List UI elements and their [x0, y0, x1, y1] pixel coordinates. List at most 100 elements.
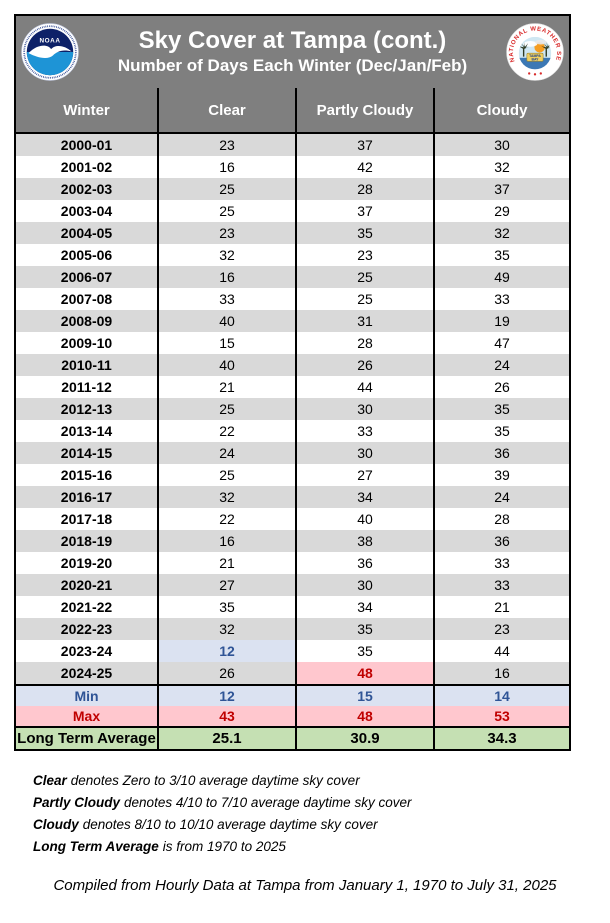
table-body: 2000-01 23 37 30 2001-02 16 42 32 2002-03 25 28 37 2…	[16, 134, 569, 684]
value-cell: 23	[157, 222, 295, 244]
value-cell: 30	[295, 398, 433, 420]
winter-cell: 2002-03	[60, 181, 113, 197]
winter-cell: 2013-14	[60, 423, 113, 439]
page-subtitle: Number of Days Each Winter (Dec/Jan/Feb)	[117, 56, 468, 76]
summary-row-min: Min 12 15 14	[16, 684, 569, 706]
summary-value: 14	[433, 686, 569, 706]
svg-text:TAMPA: TAMPA	[529, 54, 541, 58]
winter-cell: 2024-25	[60, 665, 113, 681]
table-row: 2022-23 32 35 23	[16, 618, 569, 640]
column-header-cloudy: Cloudy	[433, 88, 569, 132]
nws-tampa-bay-logo-icon: NATIONAL WEATHER SERVICE TAMPA BA	[506, 23, 564, 81]
value-cell: 30	[433, 134, 569, 156]
sky-cover-table: NOAA Sky Cover at Tampa (cont.) Number o…	[14, 14, 571, 751]
value-cell: 21	[157, 552, 295, 574]
value-cell: 32	[157, 618, 295, 640]
value-cell: 28	[433, 508, 569, 530]
summary-value: 25.1	[157, 728, 295, 749]
winter-cell: 2003-04	[60, 203, 113, 219]
value-cell: 37	[433, 178, 569, 200]
value-cell: 25	[157, 464, 295, 486]
value-cell: 31	[295, 310, 433, 332]
value-cell: 27	[295, 464, 433, 486]
value-cell: 30	[295, 574, 433, 596]
value-cell: 35	[295, 222, 433, 244]
value-cell: 22	[157, 508, 295, 530]
footnote-term: Long Term Average	[33, 839, 159, 854]
table-row: 2007-08 33 25 33	[16, 288, 569, 310]
title-block: Sky Cover at Tampa (cont.) Number of Day…	[79, 26, 506, 76]
value-cell: 37	[295, 134, 433, 156]
table-row: 2001-02 16 42 32	[16, 156, 569, 178]
winter-cell: 2005-06	[60, 247, 113, 263]
value-cell: 24	[433, 354, 569, 376]
value-cell: 36	[433, 442, 569, 464]
value-cell: 28	[295, 332, 433, 354]
table-row: 2008-09 40 31 19	[16, 310, 569, 332]
table-row: 2017-18 22 40 28	[16, 508, 569, 530]
summary-rows: Min 12 15 14 Max 43 48 53 Long Term Average 25.1 3…	[16, 684, 569, 749]
value-cell: 34	[295, 596, 433, 618]
value-cell: 32	[157, 486, 295, 508]
table-row: 2020-21 27 30 33	[16, 574, 569, 596]
footnote-text: denotes 8/10 to 10/10 average daytime sk…	[82, 817, 378, 832]
table-row: 2021-22 35 34 21	[16, 596, 569, 618]
winter-cell: 2008-09	[60, 313, 113, 329]
winter-cell: 2001-02	[60, 159, 113, 175]
footnote-term: Partly Cloudy	[33, 795, 121, 810]
table-row: 2024-25 26 48 16	[16, 662, 569, 684]
value-cell: 40	[157, 310, 295, 332]
value-cell: 24	[433, 486, 569, 508]
value-cell: 36	[295, 552, 433, 574]
value-cell: 27	[157, 574, 295, 596]
value-cell: 35	[295, 618, 433, 640]
footnote-line: Clear denotes Zero to 3/10 average daytim…	[33, 770, 411, 792]
winter-cell: 2004-05	[60, 225, 113, 241]
table-row: 2012-13 25 30 35	[16, 398, 569, 420]
footnote-text: denotes 4/10 to 7/10 average daytime sky…	[124, 795, 412, 810]
column-header-winter: Winter	[63, 101, 110, 119]
winter-cell: 2022-23	[60, 621, 113, 637]
winter-cell: 2007-08	[60, 291, 113, 307]
value-cell: 26	[157, 662, 295, 684]
winter-cell: 2010-11	[61, 357, 112, 373]
value-cell: 36	[433, 530, 569, 552]
value-cell: 23	[433, 618, 569, 640]
value-cell: 33	[157, 288, 295, 310]
value-cell: 37	[295, 200, 433, 222]
summary-value: 53	[433, 706, 569, 726]
value-cell: 44	[295, 376, 433, 398]
footnote-term: Cloudy	[33, 817, 79, 832]
value-cell: 33	[433, 288, 569, 310]
footnotes: Clear denotes Zero to 3/10 average daytim…	[33, 770, 411, 858]
winter-cell: 2014-15	[60, 445, 113, 461]
value-cell: 34	[295, 486, 433, 508]
winter-cell: 2023-24	[60, 643, 113, 659]
value-cell: 39	[433, 464, 569, 486]
table-row: 2016-17 32 34 24	[16, 486, 569, 508]
value-cell: 33	[433, 552, 569, 574]
value-cell: 48	[295, 662, 433, 684]
value-cell: 25	[157, 200, 295, 222]
value-cell: 44	[433, 640, 569, 662]
winter-cell: 2015-16	[60, 467, 113, 483]
summary-value: 43	[157, 706, 295, 726]
summary-row-avg: Long Term Average 25.1 30.9 34.3	[16, 726, 569, 749]
compiled-note: Compiled from Hourly Data at Tampa from …	[53, 877, 557, 894]
winter-cell: 2020-21	[60, 577, 113, 593]
page-title: Sky Cover at Tampa (cont.)	[138, 26, 447, 54]
winter-cell: 2011-12	[61, 379, 112, 395]
value-cell: 35	[433, 398, 569, 420]
summary-label: Min	[74, 688, 99, 704]
value-cell: 25	[295, 288, 433, 310]
table-row: 2015-16 25 27 39	[16, 464, 569, 486]
column-header-partly-cloudy: Partly Cloudy	[295, 88, 433, 132]
table-row: 2018-19 16 38 36	[16, 530, 569, 552]
value-cell: 22	[157, 420, 295, 442]
svg-text:NOAA: NOAA	[39, 38, 60, 45]
summary-value: 30.9	[295, 728, 433, 749]
value-cell: 35	[157, 596, 295, 618]
summary-value: 48	[295, 706, 433, 726]
title-banner: NOAA Sky Cover at Tampa (cont.) Number o…	[16, 16, 569, 88]
column-header-row: Winter Clear Partly Cloudy Cloudy	[16, 88, 569, 134]
